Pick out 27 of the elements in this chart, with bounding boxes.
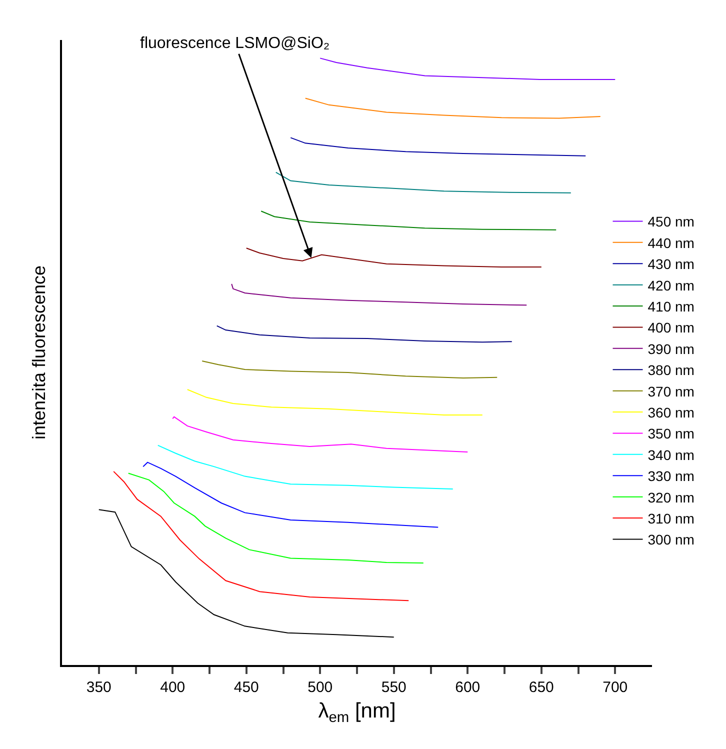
x-tick-label: 600 bbox=[455, 678, 480, 696]
legend-label: 450 nm bbox=[648, 214, 694, 230]
legend-label: 380 nm bbox=[648, 362, 694, 378]
legend-label: 400 nm bbox=[648, 320, 694, 336]
legend-label: 360 nm bbox=[648, 404, 694, 420]
x-tick-label: 350 bbox=[86, 678, 112, 696]
legend-label: 440 nm bbox=[648, 234, 694, 251]
x-tick-label: 400 bbox=[160, 678, 186, 696]
y-axis-title: intenzita fluorescence bbox=[28, 265, 49, 440]
legend-label: 320 nm bbox=[648, 489, 694, 506]
legend-label: 310 nm bbox=[648, 510, 694, 526]
legend-label: 350 nm bbox=[648, 426, 694, 442]
x-tick-label: 700 bbox=[602, 678, 628, 696]
x-tick-label: 650 bbox=[528, 678, 554, 696]
legend-label: 370 nm bbox=[648, 383, 694, 400]
legend-label: 340 nm bbox=[648, 446, 694, 463]
x-tick-label: 450 bbox=[234, 678, 259, 696]
legend-label: 390 nm bbox=[648, 340, 694, 357]
x-tick-label: 550 bbox=[381, 678, 406, 696]
legend-label: 330 nm bbox=[648, 468, 694, 484]
x-axis-title: λ$_{em}$ [nm] bbox=[318, 699, 396, 726]
x-tick-label: 500 bbox=[308, 678, 333, 696]
legend-label: 300 nm bbox=[648, 532, 694, 548]
legend-label: 410 nm bbox=[648, 298, 694, 314]
legend-label: 420 nm bbox=[648, 277, 694, 294]
annotation: fluorescence LSMO@SiO₂ bbox=[140, 35, 330, 52]
legend-label: 430 nm bbox=[648, 256, 694, 272]
